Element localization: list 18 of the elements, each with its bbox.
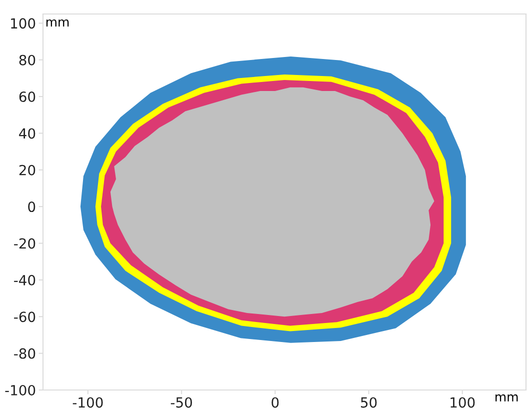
x-tick-label: 50 bbox=[360, 397, 377, 408]
y-tick-label: -80 bbox=[14, 348, 36, 359]
y-tick-label: 60 bbox=[19, 92, 36, 102]
y-tick-label: -40 bbox=[14, 274, 36, 286]
y-tick-label: 20 bbox=[19, 164, 36, 176]
y-tick-label: 80 bbox=[19, 54, 36, 66]
x-tick-label: 0 bbox=[272, 397, 279, 408]
y-axis-title: mm bbox=[46, 19, 69, 26]
y-tick-label: 0 bbox=[28, 202, 36, 212]
y-tick-label: 100 bbox=[11, 18, 36, 29]
x-tick-label: -100 bbox=[72, 397, 103, 408]
y-tick-label: 40 bbox=[19, 128, 36, 139]
x-tick-label: 100 bbox=[450, 397, 475, 408]
y-tick-label: -20 bbox=[14, 238, 36, 249]
y-tick-label: -60 bbox=[14, 312, 36, 322]
x-axis-title: mm bbox=[496, 394, 518, 402]
y-tick-label: -100 bbox=[5, 384, 36, 396]
x-tick-label: -50 bbox=[170, 397, 192, 408]
